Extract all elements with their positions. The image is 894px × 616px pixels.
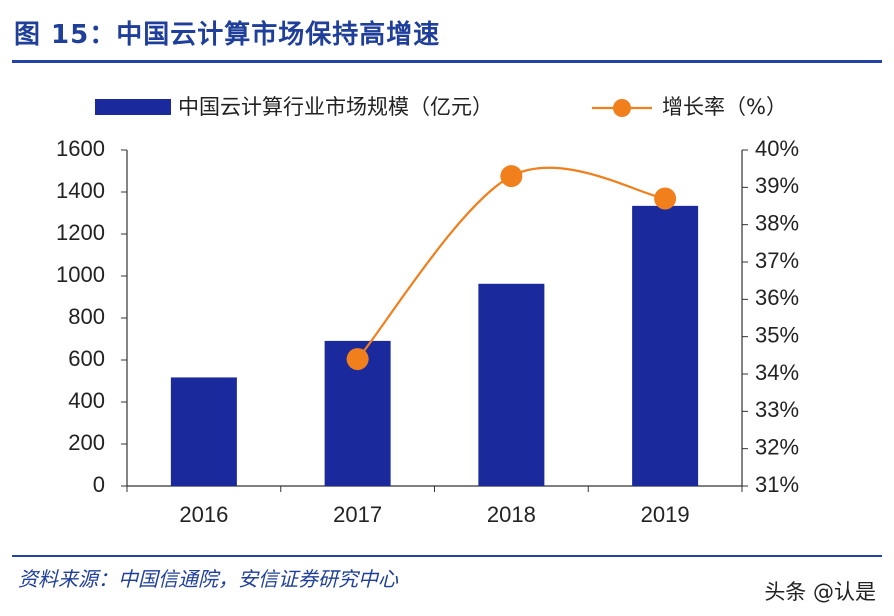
x-tick-label: 2018 [487,502,536,527]
right-tick-label: 33% [755,397,799,422]
x-tick-label: 2017 [333,502,382,527]
x-tick-label: 2019 [641,502,690,527]
left-tick-label: 200 [68,430,105,455]
legend-bar-label: 中国云计算行业市场规模（亿元） [178,95,493,119]
figure-title: 图 15：中国云计算市场保持高增速 [14,20,441,50]
title-rule [12,60,882,63]
right-tick-label: 31% [755,472,799,497]
right-tick-label: 37% [755,248,799,273]
left-tick-label: 1200 [56,220,105,245]
watermark: 头条 @认是 [764,580,876,604]
legend-bar-swatch [95,99,171,115]
right-tick-label: 39% [755,173,799,198]
source-note: 资料来源：中国信通院，安信证券研究中心 [18,567,398,591]
bar [170,377,237,486]
left-tick-label: 600 [68,346,105,371]
right-tick-label: 38% [755,210,799,235]
left-tick-label: 1600 [56,136,105,161]
right-tick-label: 35% [755,322,799,347]
right-tick-label: 34% [755,360,799,385]
x-tick-label: 2016 [179,502,228,527]
growth-point [346,348,369,371]
bar [478,283,545,486]
legend-line-label: 增长率（%） [662,95,787,119]
legend-line-marker [613,99,631,117]
left-tick-label: 800 [68,304,105,329]
right-tick-label: 36% [755,285,799,310]
left-tick-label: 400 [68,388,105,413]
left-tick-label: 0 [93,472,105,497]
left-tick-label: 1400 [56,178,105,203]
growth-point [500,165,523,188]
right-tick-label: 32% [755,434,799,459]
source-rule [12,555,882,557]
bar [632,205,699,487]
right-tick-label: 40% [755,136,799,161]
growth-point [654,187,677,210]
left-tick-label: 1000 [56,262,105,287]
